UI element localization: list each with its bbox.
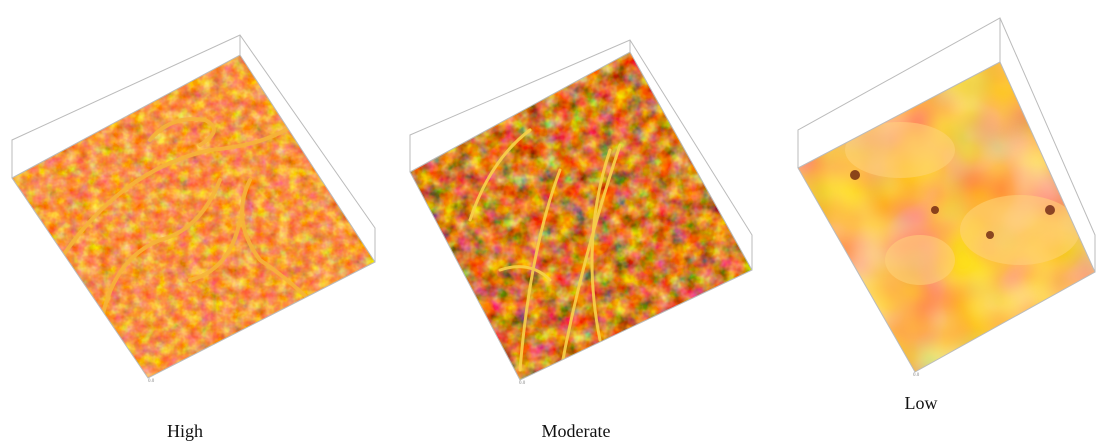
panel-label: Moderate bbox=[542, 421, 611, 441]
axis-tick: 0.0 bbox=[519, 381, 526, 386]
surface-plot-high: 0.0 bbox=[11, 34, 376, 384]
axis-tick: 0.0 bbox=[148, 379, 155, 384]
surface-plot-low: 0.0 bbox=[797, 17, 1096, 378]
panel-label: Low bbox=[905, 393, 938, 413]
axis-tick: 0.0 bbox=[913, 373, 920, 378]
panel-label: High bbox=[167, 421, 203, 441]
surface-plot-moderate: 0.0 bbox=[409, 39, 753, 386]
